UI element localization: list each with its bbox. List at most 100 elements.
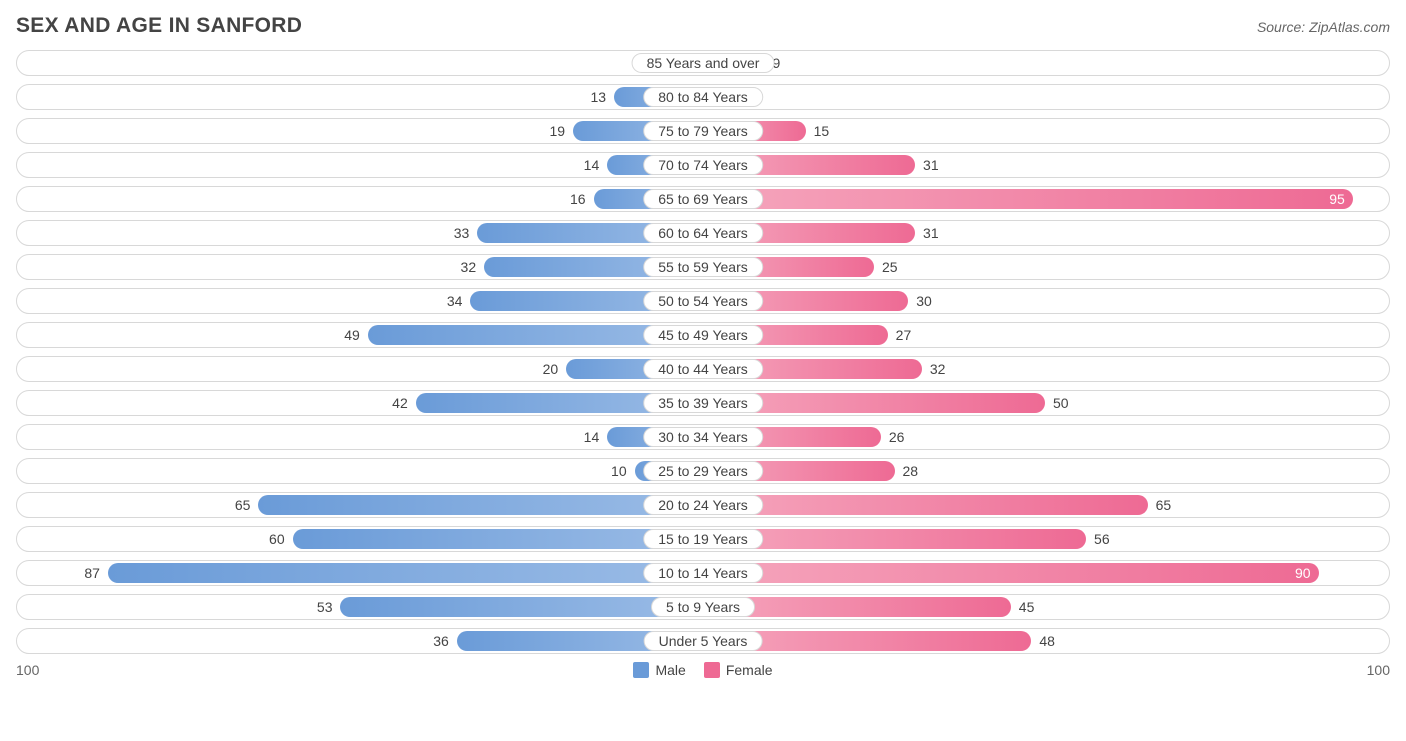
pyramid-row: 10 28 25 to 29 Years [16, 458, 1390, 484]
pyramid-row: 49 27 45 to 49 Years [16, 322, 1390, 348]
pyramid-row: 0985 Years and over [16, 50, 1390, 76]
female-value: 30 [908, 293, 932, 309]
female-value: 28 [895, 463, 919, 479]
female-half: 50 [703, 393, 1387, 413]
female-bar: 90 [703, 563, 1319, 583]
age-category-label: 80 to 84 Years [643, 87, 763, 107]
pyramid-row: 33 31 60 to 64 Years [16, 220, 1390, 246]
female-half: 32 [703, 359, 1387, 379]
age-category-label: 35 to 39 Years [643, 393, 763, 413]
male-value: 87 [84, 565, 108, 581]
female-value: 90 [1295, 565, 1311, 581]
population-pyramid-chart: 0985 Years and over 13 680 to 84 Years 19 15… [16, 50, 1390, 654]
age-category-label: 65 to 69 Years [643, 189, 763, 209]
female-value: 56 [1086, 531, 1110, 547]
female-half: 31 [703, 223, 1387, 243]
legend-item-male: Male [633, 662, 685, 678]
female-bar: 65 [703, 495, 1148, 515]
female-half: 26 [703, 427, 1387, 447]
female-half: 28 [703, 461, 1387, 481]
male-half: 49 [19, 325, 703, 345]
pyramid-row: 656520 to 24 Years [16, 492, 1390, 518]
male-value: 14 [584, 157, 608, 173]
pyramid-row: 53 45 5 to 9 Years [16, 594, 1390, 620]
male-value: 49 [344, 327, 368, 343]
male-half: 33 [19, 223, 703, 243]
axis-max-right: 100 [1367, 662, 1390, 678]
male-half: 32 [19, 257, 703, 277]
female-value: 31 [915, 225, 939, 241]
male-half: 53 [19, 597, 703, 617]
age-category-label: 75 to 79 Years [643, 121, 763, 141]
male-half: 19 [19, 121, 703, 141]
female-value: 48 [1031, 633, 1055, 649]
legend-label-female: Female [726, 662, 773, 678]
female-value: 26 [881, 429, 905, 445]
male-half: 14 [19, 427, 703, 447]
male-value: 33 [454, 225, 478, 241]
pyramid-row: 32 25 55 to 59 Years [16, 254, 1390, 280]
age-category-label: 50 to 54 Years [643, 291, 763, 311]
male-value: 60 [269, 531, 293, 547]
male-value: 32 [461, 259, 485, 275]
male-value: 53 [317, 599, 341, 615]
female-swatch [704, 662, 720, 678]
female-half: 30 [703, 291, 1387, 311]
male-value: 20 [543, 361, 567, 377]
legend: Male Female [633, 662, 772, 678]
age-category-label: 60 to 64 Years [643, 223, 763, 243]
pyramid-row: 3648Under 5 Years [16, 628, 1390, 654]
female-half: 31 [703, 155, 1387, 175]
pyramid-row: 13 680 to 84 Years [16, 84, 1390, 110]
male-value: 65 [235, 497, 259, 513]
female-half: 6 [703, 87, 1387, 107]
female-value: 15 [806, 123, 830, 139]
age-category-label: 55 to 59 Years [643, 257, 763, 277]
legend-item-female: Female [704, 662, 773, 678]
age-category-label: 85 Years and over [632, 53, 775, 73]
male-half: 42 [19, 393, 703, 413]
female-value: 50 [1045, 395, 1069, 411]
male-value: 10 [611, 463, 635, 479]
male-value: 14 [584, 429, 608, 445]
chart-header: SEX AND AGE IN SANFORD Source: ZipAtlas.… [16, 14, 1390, 38]
chart-source: Source: ZipAtlas.com [1257, 19, 1390, 35]
male-half: 87 [19, 563, 703, 583]
male-value: 19 [549, 123, 573, 139]
male-swatch [633, 662, 649, 678]
age-category-label: 5 to 9 Years [651, 597, 755, 617]
male-half: 16 [19, 189, 703, 209]
female-value: 27 [888, 327, 912, 343]
axis-max-left: 100 [16, 662, 39, 678]
female-half: 45 [703, 597, 1387, 617]
age-category-label: 45 to 49 Years [643, 325, 763, 345]
male-half: 13 [19, 87, 703, 107]
age-category-label: 10 to 14 Years [643, 563, 763, 583]
male-half: 14 [19, 155, 703, 175]
male-bar: 65 [258, 495, 703, 515]
male-half: 60 [19, 529, 703, 549]
pyramid-row: 203240 to 44 Years [16, 356, 1390, 382]
female-half: 90 [703, 563, 1387, 583]
pyramid-row: 16 95 65 to 69 Years [16, 186, 1390, 212]
female-value: 31 [915, 157, 939, 173]
female-value: 32 [922, 361, 946, 377]
pyramid-row: 14 26 30 to 34 Years [16, 424, 1390, 450]
chart-footer: 100 Male Female 100 [16, 662, 1390, 678]
male-half: 0 [19, 53, 703, 73]
age-category-label: 15 to 19 Years [643, 529, 763, 549]
female-value: 95 [1329, 191, 1345, 207]
age-category-label: 30 to 34 Years [643, 427, 763, 447]
pyramid-row: 60 56 15 to 19 Years [16, 526, 1390, 552]
chart-title: SEX AND AGE IN SANFORD [16, 14, 302, 38]
male-value: 13 [591, 89, 615, 105]
legend-label-male: Male [655, 662, 685, 678]
female-half: 95 [703, 189, 1387, 209]
age-category-label: 25 to 29 Years [643, 461, 763, 481]
male-half: 34 [19, 291, 703, 311]
female-value: 45 [1011, 599, 1035, 615]
female-value: 25 [874, 259, 898, 275]
female-half: 65 [703, 495, 1387, 515]
male-value: 16 [570, 191, 594, 207]
male-half: 10 [19, 461, 703, 481]
